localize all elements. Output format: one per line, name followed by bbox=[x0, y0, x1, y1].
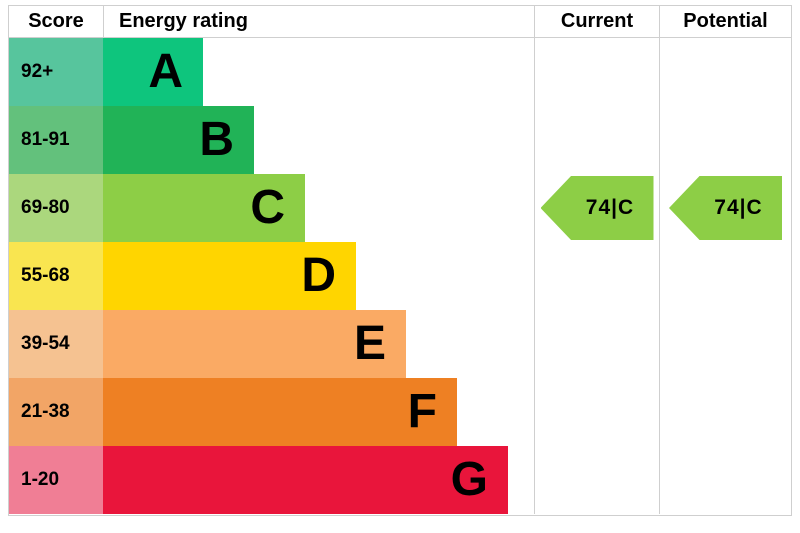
current-cell-b bbox=[534, 106, 659, 174]
band-row-b: B bbox=[103, 106, 534, 174]
potential-cell-g bbox=[659, 446, 791, 514]
current-cell-f bbox=[534, 378, 659, 446]
current-rating-label: 74|C bbox=[585, 196, 635, 219]
score-range-e: 39-54 bbox=[9, 310, 103, 378]
rating-letter-b: B bbox=[199, 113, 234, 166]
band-row-c: C bbox=[103, 174, 534, 242]
current-cell-c: 74|C bbox=[534, 174, 659, 242]
rating-bar-c: C bbox=[103, 174, 305, 242]
rating-bar-e: E bbox=[103, 310, 406, 378]
rating-letter-d: D bbox=[301, 249, 336, 302]
band-row-f: F bbox=[103, 378, 534, 446]
band-row-e: E bbox=[103, 310, 534, 378]
rating-bar-d: D bbox=[103, 242, 356, 310]
rating-letter-e: E bbox=[353, 317, 386, 370]
rating-letter-f: F bbox=[407, 385, 437, 438]
potential-cell-a bbox=[659, 38, 791, 106]
epc-rating-chart: Score Energy rating Current Potential 92… bbox=[8, 5, 792, 516]
potential-cell-b bbox=[659, 106, 791, 174]
current-cell-g bbox=[534, 446, 659, 514]
band-row-g: G bbox=[103, 446, 534, 514]
rating-bar-f: F bbox=[103, 378, 457, 446]
current-cell-d bbox=[534, 242, 659, 310]
rating-letter-g: G bbox=[450, 453, 488, 506]
current-cell-e bbox=[534, 310, 659, 378]
score-column-header: Score bbox=[9, 6, 103, 38]
potential-cell-d bbox=[659, 242, 791, 310]
band-row-d: D bbox=[103, 242, 534, 310]
energy-rating-column-header: Energy rating bbox=[103, 6, 534, 38]
rating-letter-a: A bbox=[148, 45, 183, 98]
band-row-a: A bbox=[103, 38, 534, 106]
potential-cell-e bbox=[659, 310, 791, 378]
potential-cell-f bbox=[659, 378, 791, 446]
score-range-b: 81-91 bbox=[9, 106, 103, 174]
score-range-c: 69-80 bbox=[9, 174, 103, 242]
current-cell-a bbox=[534, 38, 659, 106]
potential-rating-label: 74|C bbox=[714, 196, 763, 219]
score-range-g: 1-20 bbox=[9, 446, 103, 514]
rating-bar-g: G bbox=[103, 446, 508, 514]
score-range-d: 55-68 bbox=[9, 242, 103, 310]
rating-bar-a: A bbox=[103, 38, 203, 106]
potential-rating-arrow: 74|C bbox=[669, 176, 782, 240]
current-column-header: Current bbox=[534, 6, 659, 38]
rating-letter-c: C bbox=[250, 181, 285, 234]
potential-cell-c: 74|C bbox=[659, 174, 791, 242]
score-range-a: 92+ bbox=[9, 38, 103, 106]
score-range-f: 21-38 bbox=[9, 378, 103, 446]
current-rating-arrow: 74|C bbox=[540, 176, 654, 240]
potential-column-header: Potential bbox=[659, 6, 791, 38]
rating-bar-b: B bbox=[103, 106, 254, 174]
